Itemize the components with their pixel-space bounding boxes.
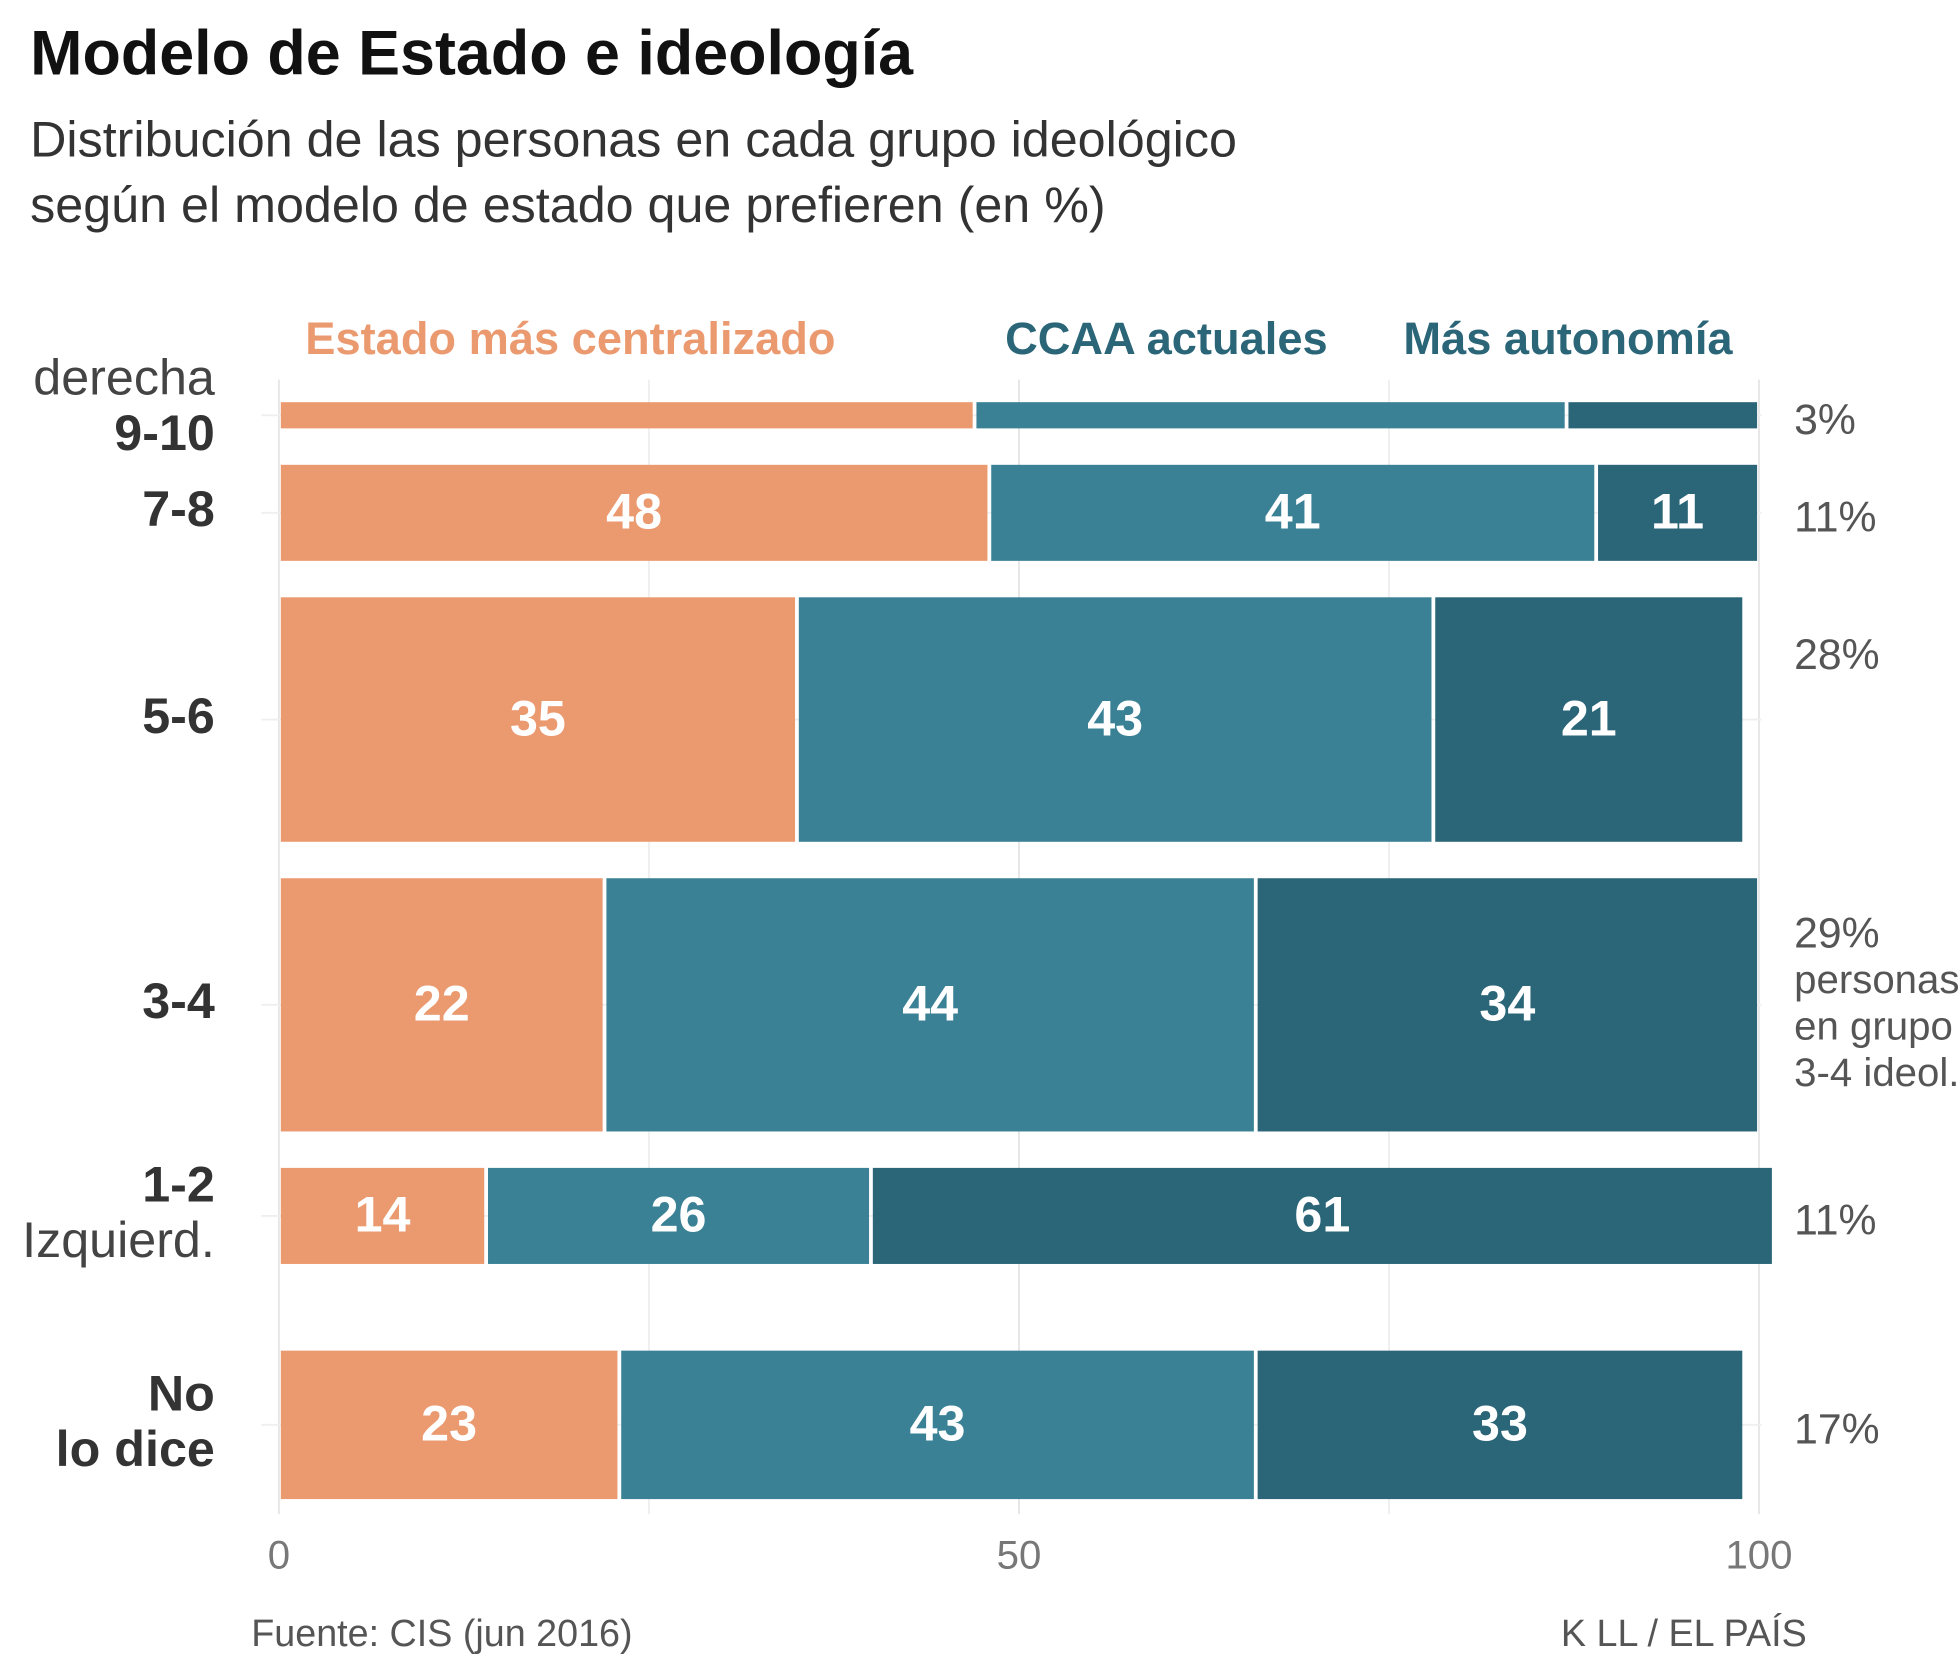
chart-subtitle: según el modelo de estado que prefieren … <box>30 177 1106 233</box>
bar-segment <box>280 878 603 1132</box>
chart-title: Modelo de Estado e ideología <box>30 19 914 89</box>
credit: K LL / EL PAÍS <box>1561 1612 1807 1654</box>
legend-label: Estado más centralizado <box>305 313 835 364</box>
bar-segment <box>280 402 973 429</box>
value-label: 33 <box>1472 1396 1528 1452</box>
category-label: lo dice <box>56 1421 215 1477</box>
width-label: 11% <box>1794 494 1876 542</box>
bar-segment <box>606 878 1254 1132</box>
value-label: 44 <box>902 976 958 1032</box>
x-tick-label: 0 <box>268 1533 290 1578</box>
width-label: 11% <box>1794 1197 1876 1245</box>
value-label: 61 <box>1294 1187 1350 1243</box>
bar-segment <box>621 1350 1254 1500</box>
value-label: 26 <box>651 1187 707 1243</box>
bar-segment <box>280 1350 618 1500</box>
bar-segment <box>991 464 1595 561</box>
width-label: 3% <box>1794 396 1856 444</box>
value-label: 43 <box>1087 690 1143 746</box>
width-note: en grupo <box>1794 1004 1953 1049</box>
category-label: Izquierd. <box>22 1212 215 1268</box>
bar-segment <box>1435 597 1743 842</box>
chart-subtitle: Distribución de las personas en cada gru… <box>30 112 1237 168</box>
legend-label: Más autonomía <box>1403 313 1733 364</box>
bar-segment <box>976 402 1565 429</box>
width-label: 29% <box>1794 909 1879 957</box>
value-label: 48 <box>606 484 662 540</box>
bar-segment <box>1257 878 1758 1132</box>
category-label: derecha <box>33 350 215 406</box>
bar-segment <box>488 1167 870 1264</box>
width-note: personas <box>1794 957 1959 1002</box>
bar-segment <box>798 597 1432 842</box>
value-label: 22 <box>414 976 470 1032</box>
width-note: 3-4 ideol. <box>1794 1050 1959 1095</box>
width-label: 17% <box>1794 1406 1879 1454</box>
bar-segment <box>280 464 988 561</box>
value-label: 23 <box>421 1396 477 1452</box>
x-tick-label: 50 <box>997 1533 1042 1578</box>
category-label: 9-10 <box>114 405 215 461</box>
bar-segment <box>1568 402 1758 429</box>
category-label: 3-4 <box>142 973 215 1029</box>
value-label: 43 <box>910 1396 966 1452</box>
width-label: 28% <box>1794 631 1879 679</box>
value-label: 11 <box>1651 484 1704 540</box>
category-label: 7-8 <box>142 481 215 537</box>
bar-segment <box>280 1167 485 1264</box>
value-label: 35 <box>510 690 566 746</box>
x-tick-label: 100 <box>1725 1533 1792 1578</box>
bar-segment <box>280 597 796 842</box>
category-label: No <box>148 1366 215 1422</box>
value-label: 41 <box>1265 484 1321 540</box>
bar-segment <box>1257 1350 1743 1500</box>
category-label: 1-2 <box>142 1157 215 1213</box>
value-label: 21 <box>1561 690 1617 746</box>
value-label: 34 <box>1479 976 1535 1032</box>
bar-segment <box>1598 464 1758 561</box>
legend-label: CCAA actuales <box>1005 313 1328 364</box>
value-label: 14 <box>355 1187 411 1243</box>
source: Fuente: CIS (jun 2016) <box>251 1612 632 1654</box>
bar-segment <box>872 1167 1772 1264</box>
category-label: 5-6 <box>142 688 215 744</box>
